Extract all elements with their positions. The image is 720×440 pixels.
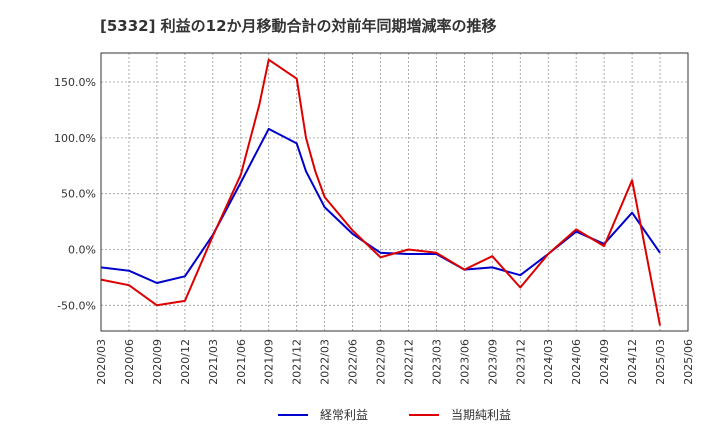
x-tick-label: 2022/06	[347, 339, 360, 385]
legend-label: 当期純利益	[451, 408, 511, 422]
x-tick-label: 2022/03	[319, 339, 332, 385]
x-tick-label: 2021/09	[263, 339, 276, 385]
x-tick-label: 2024/03	[542, 339, 555, 385]
y-tick-label: 0.0%	[68, 243, 96, 256]
x-tick-label: 2020/03	[95, 339, 108, 385]
y-axis: -50.0% 0.0% 50.0% 100.0% 150.0%	[54, 76, 96, 312]
series-line-2	[100, 58, 661, 326]
legend-label: 経常利益	[320, 408, 368, 422]
x-tick-label: 2024/06	[570, 339, 583, 385]
x-tick-label: 2020/09	[151, 339, 164, 385]
x-axis: 2020/03 2020/06 2020/09 2020/12 2021/03 2021/…	[95, 339, 695, 385]
legend-item-2[interactable]: 当期純利益	[409, 408, 511, 422]
x-tick-label: 2021/03	[207, 339, 220, 385]
legend-item-1[interactable]: 経常利益	[278, 408, 368, 422]
legend[interactable]: 経常利益 当期純利益	[278, 408, 511, 422]
x-tick-label: 2025/03	[654, 339, 667, 385]
x-tick-label: 2021/12	[291, 339, 304, 385]
y-tick-label: -50.0%	[57, 299, 96, 312]
x-tick-label: 2024/09	[598, 339, 611, 385]
x-tick-label: 2023/03	[430, 339, 443, 385]
x-tick-label: 2023/06	[458, 339, 471, 385]
x-tick-label: 2023/09	[486, 339, 499, 385]
chart-title: [5332] 利益の12か月移動合計の対前年同期増減率の推移	[100, 17, 497, 35]
y-tick-label: 100.0%	[54, 132, 96, 145]
x-tick-label: 2021/06	[235, 339, 248, 385]
y-tick-label: 150.0%	[54, 76, 96, 89]
x-tick-label: 2022/12	[402, 339, 415, 385]
x-tick-label: 2024/12	[626, 339, 639, 385]
plot-frame	[100, 52, 689, 332]
x-tick-label: 2020/12	[179, 339, 192, 385]
x-tick-label: 2025/06	[682, 339, 695, 385]
x-tick-label: 2020/06	[123, 339, 136, 385]
series-layer	[100, 58, 661, 326]
y-tick-label: 50.0%	[61, 188, 96, 201]
grid	[100, 53, 689, 331]
x-tick-label: 2023/12	[514, 339, 527, 385]
x-tick-label: 2022/09	[375, 339, 388, 385]
